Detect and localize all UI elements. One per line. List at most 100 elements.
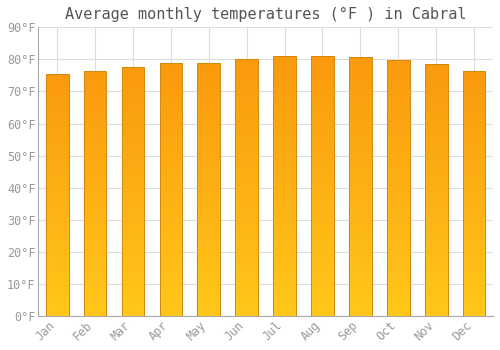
Bar	[349, 181, 372, 182]
Bar	[236, 293, 258, 294]
Bar	[198, 75, 220, 77]
Bar	[84, 246, 106, 247]
Bar	[122, 275, 144, 276]
Bar	[349, 123, 372, 124]
Bar	[84, 216, 106, 217]
Bar	[84, 110, 106, 112]
Bar	[84, 251, 106, 252]
Bar	[349, 83, 372, 84]
Bar	[84, 166, 106, 167]
Bar	[387, 83, 409, 85]
Bar	[387, 294, 409, 295]
Bar	[84, 215, 106, 216]
Bar	[160, 221, 182, 222]
Bar	[198, 186, 220, 187]
Bar	[236, 179, 258, 180]
Bar	[236, 60, 258, 316]
Bar	[198, 167, 220, 168]
Bar	[160, 250, 182, 251]
Bar	[46, 148, 68, 149]
Bar	[122, 71, 144, 72]
Bar	[198, 231, 220, 232]
Bar	[387, 128, 409, 130]
Bar	[46, 288, 68, 289]
Bar	[311, 274, 334, 275]
Bar	[387, 133, 409, 134]
Bar	[160, 230, 182, 231]
Bar	[122, 87, 144, 89]
Bar	[46, 178, 68, 179]
Bar	[311, 56, 334, 57]
Bar	[84, 195, 106, 196]
Bar	[198, 261, 220, 263]
Bar	[160, 174, 182, 175]
Bar	[46, 241, 68, 242]
Bar	[273, 70, 296, 72]
Bar	[122, 287, 144, 289]
Bar	[311, 303, 334, 304]
Bar	[349, 239, 372, 241]
Bar	[273, 296, 296, 298]
Bar	[160, 107, 182, 108]
Bar	[387, 186, 409, 187]
Bar	[122, 156, 144, 157]
Bar	[160, 128, 182, 130]
Bar	[160, 158, 182, 159]
Bar	[122, 274, 144, 275]
Bar	[462, 290, 485, 292]
Bar	[46, 168, 68, 169]
Bar	[349, 286, 372, 287]
Bar	[198, 65, 220, 66]
Bar	[349, 284, 372, 285]
Bar	[425, 253, 448, 254]
Bar	[387, 260, 409, 261]
Bar	[122, 142, 144, 143]
Bar	[462, 241, 485, 243]
Bar	[425, 210, 448, 211]
Bar	[425, 125, 448, 126]
Bar	[84, 232, 106, 233]
Bar	[236, 233, 258, 234]
Bar	[46, 231, 68, 232]
Bar	[273, 208, 296, 209]
Bar	[425, 209, 448, 210]
Bar	[349, 124, 372, 126]
Bar	[387, 147, 409, 148]
Bar	[84, 72, 106, 74]
Bar	[425, 268, 448, 270]
Bar	[236, 290, 258, 292]
Bar	[273, 151, 296, 152]
Bar	[198, 189, 220, 190]
Bar	[349, 198, 372, 200]
Bar	[46, 248, 68, 249]
Bar	[122, 195, 144, 197]
Bar	[462, 255, 485, 256]
Bar	[425, 232, 448, 233]
Bar	[46, 125, 68, 126]
Bar	[122, 157, 144, 158]
Bar	[84, 139, 106, 140]
Bar	[425, 262, 448, 263]
Bar	[198, 293, 220, 294]
Bar	[462, 217, 485, 218]
Bar	[425, 220, 448, 222]
Bar	[273, 261, 296, 263]
Bar	[462, 239, 485, 240]
Bar	[122, 190, 144, 192]
Bar	[349, 315, 372, 316]
Bar	[462, 258, 485, 260]
Bar	[273, 203, 296, 204]
Bar	[462, 189, 485, 190]
Bar	[387, 237, 409, 238]
Bar	[160, 241, 182, 243]
Bar	[46, 75, 68, 76]
Bar	[349, 215, 372, 216]
Bar	[462, 198, 485, 200]
Bar	[122, 188, 144, 189]
Bar	[425, 199, 448, 200]
Bar	[84, 255, 106, 256]
Bar	[198, 303, 220, 304]
Bar	[198, 100, 220, 102]
Bar	[84, 237, 106, 238]
Bar	[198, 120, 220, 121]
